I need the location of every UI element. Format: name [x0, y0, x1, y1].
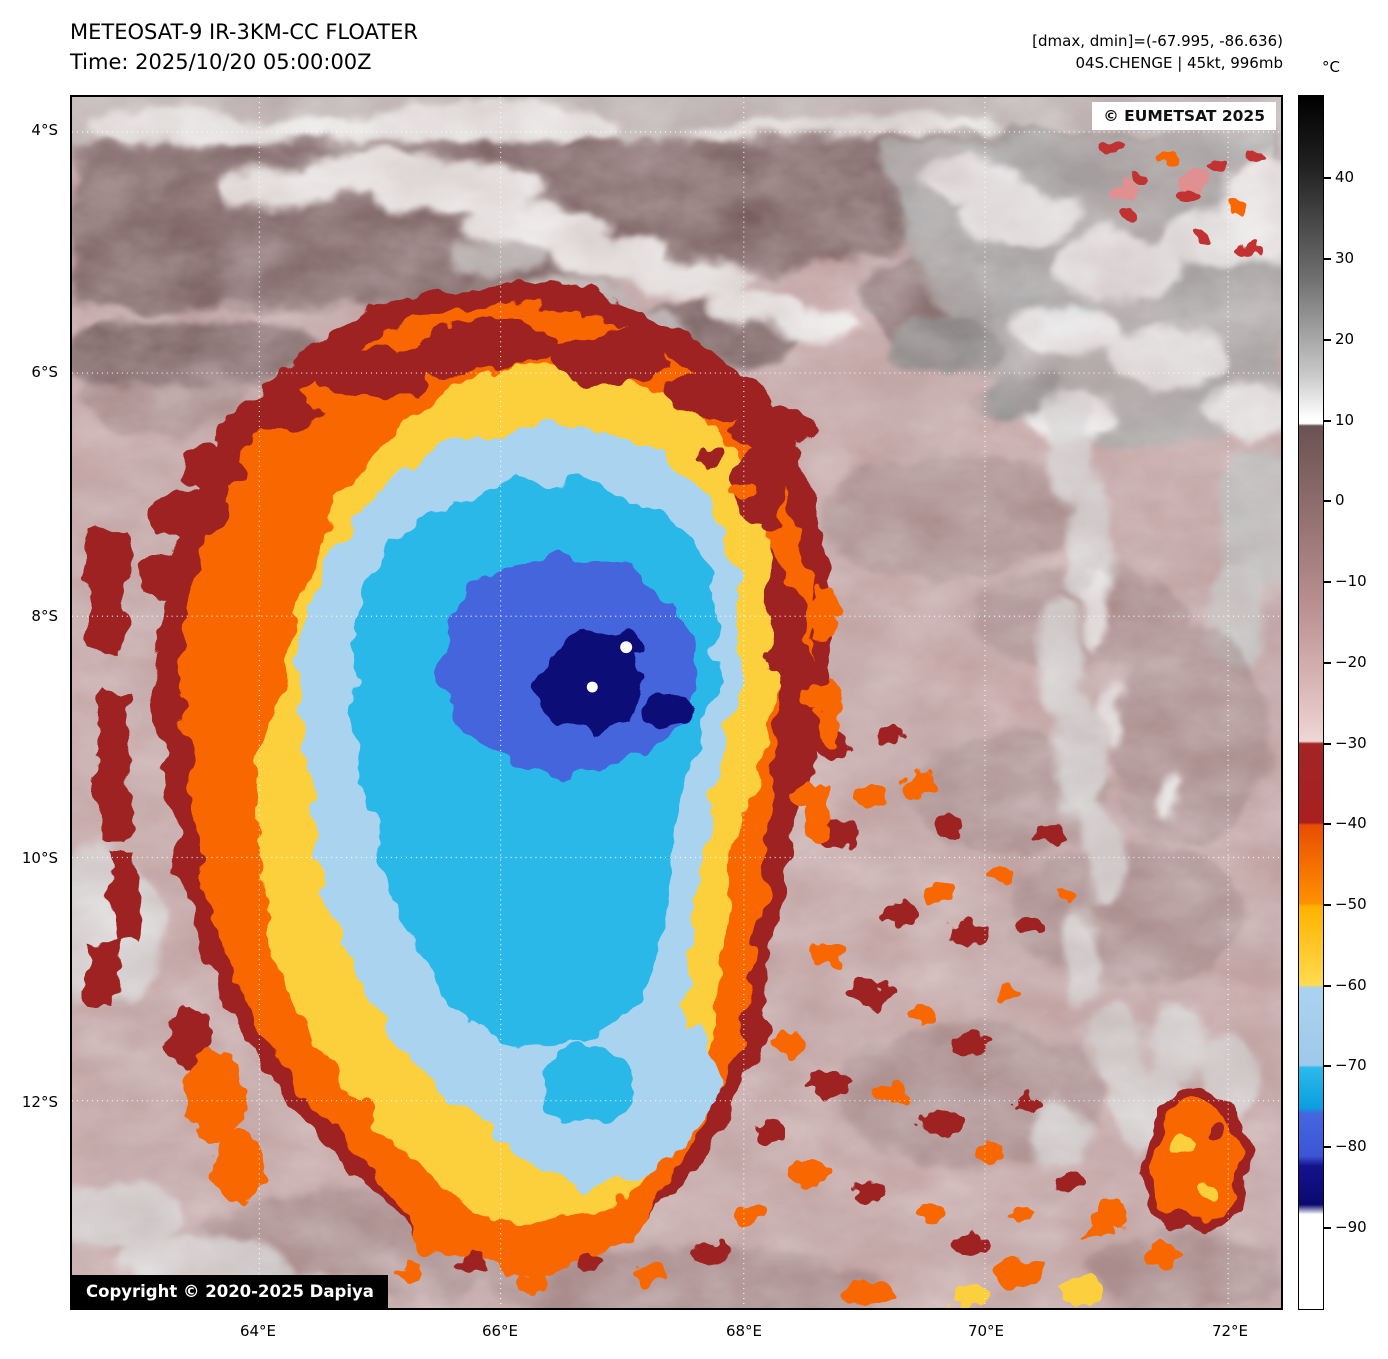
lon-tick-label: 72°E — [1211, 1322, 1249, 1340]
lon-tick-label: 66°E — [481, 1322, 519, 1340]
colorbar-tick-label: 0 — [1335, 491, 1345, 509]
southeast-convective-cluster — [949, 1091, 1252, 1308]
graticule-gridlines — [72, 97, 1281, 1308]
satellite-scene — [72, 97, 1281, 1308]
dmax-dmin-readout: [dmax, dmin]=(-67.995, -86.636) — [1032, 32, 1283, 50]
colorbar-tick-label: −30 — [1335, 734, 1367, 752]
storm-info-readout: 04S.CHENGE | 45kt, 996mb — [1075, 54, 1283, 72]
colorbar-tick-label: −20 — [1335, 653, 1367, 671]
copyright-badge: Copyright © 2020-2025 Dapiya — [72, 1275, 388, 1308]
lon-tick-label: 64°E — [239, 1322, 277, 1340]
colorbar-unit-label: °C — [1322, 58, 1340, 76]
map-frame: © EUMETSAT 2025 Copyright © 2020-2025 Da… — [70, 95, 1283, 1310]
page-title: METEOSAT-9 IR-3KM-CC FLOATER — [70, 20, 418, 44]
lon-tick-label: 70°E — [967, 1322, 1005, 1340]
temperature-colorbar — [1298, 95, 1324, 1310]
colorbar-tick-label: −10 — [1335, 572, 1367, 590]
lat-tick-label: 6°S — [31, 363, 58, 381]
colorbar-tick-label: 10 — [1335, 411, 1355, 429]
lat-tick-label: 4°S — [31, 121, 58, 139]
northeast-corner-speckles — [1096, 138, 1268, 253]
colorbar-tick-label: −90 — [1335, 1218, 1367, 1236]
colorbar-tick-label: 20 — [1335, 330, 1355, 348]
lat-tick-label: 10°S — [21, 849, 58, 867]
cyclone-cold-cloud-shield — [151, 281, 835, 1279]
lon-tick-label: 68°E — [725, 1322, 763, 1340]
lat-tick-label: 12°S — [21, 1093, 58, 1111]
cyclone-eye — [586, 641, 633, 693]
colorbar-tick-label: −40 — [1335, 814, 1367, 832]
colorbar-tick-label: −60 — [1335, 976, 1367, 994]
timestamp-line: Time: 2025/10/20 05:00:00Z — [70, 50, 372, 74]
eumetsat-badge: © EUMETSAT 2025 — [1092, 102, 1276, 130]
colorbar-tick-label: −50 — [1335, 895, 1367, 913]
lat-tick-label: 8°S — [31, 607, 58, 625]
header-right: [dmax, dmin]=(-67.995, -86.636) 04S.CHEN… — [1032, 30, 1283, 74]
colorbar-tick-label: 40 — [1335, 168, 1355, 186]
colorbar-tick-label: −70 — [1335, 1056, 1367, 1074]
convective-rim-segments — [86, 318, 815, 1005]
colorbar-tick-label: 30 — [1335, 249, 1355, 267]
scattered-orange-cells — [183, 482, 1181, 1306]
colorbar-tick-label: −80 — [1335, 1137, 1367, 1155]
scattered-red-cells — [167, 446, 1228, 1273]
